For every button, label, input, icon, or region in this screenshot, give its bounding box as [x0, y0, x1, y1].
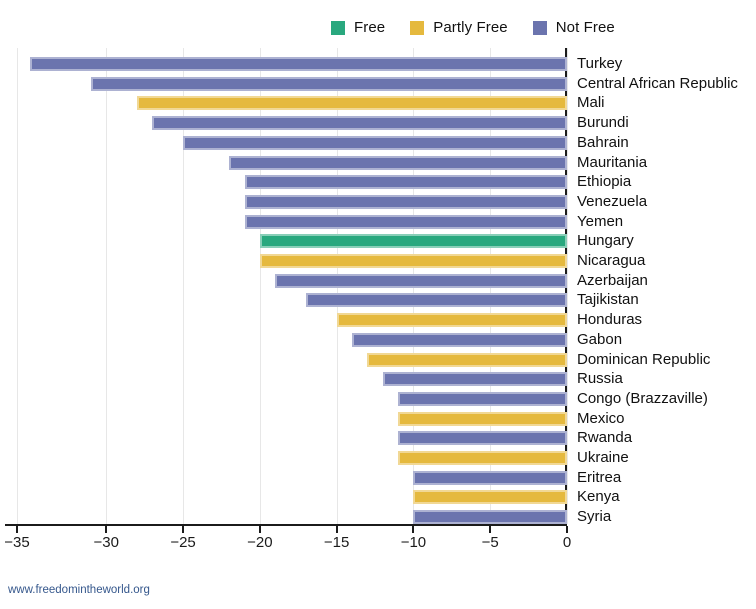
legend-swatch-not-free — [532, 20, 547, 35]
bar-nicaragua — [259, 254, 567, 268]
source-link[interactable]: www.freedomintheworld.org — [8, 584, 150, 596]
bar-venezuela — [244, 194, 567, 209]
country-label-turkey: Turkey — [577, 55, 623, 72]
axis-tick--25 — [182, 526, 185, 533]
bar-eritrea — [413, 470, 567, 485]
country-label-mauritania: Mauritania — [577, 153, 648, 171]
bar-syria — [413, 510, 567, 525]
bar-yemen — [244, 214, 567, 229]
bar-gabon — [352, 332, 567, 347]
axis-tick--15 — [335, 526, 338, 533]
gridline-0 — [567, 48, 568, 524]
country-label-ukraine: Ukraine — [577, 449, 629, 466]
legend-item-not-free: Not Free — [532, 19, 615, 36]
country-label-russia: Russia — [577, 370, 623, 388]
bar-rwanda — [398, 431, 567, 446]
gridline--30 — [106, 48, 108, 524]
bar-burundi — [152, 116, 567, 131]
legend-label: Partly Free — [433, 19, 508, 36]
legend-swatch-partly-free — [410, 20, 425, 35]
axis-tick-label--10: −10 — [400, 534, 427, 551]
axis-tick--30 — [105, 526, 108, 533]
bar-turkey — [29, 57, 567, 71]
bar-hungary — [259, 234, 567, 249]
country-label-bahrain: Bahrain — [577, 133, 629, 151]
bar-tajikistan — [305, 293, 567, 308]
country-label-tajikistan: Tajikistan — [577, 291, 639, 309]
bar-mexico — [398, 411, 567, 426]
axis-tick-label--15: −15 — [323, 534, 350, 551]
country-label-gabon: Gabon — [577, 330, 623, 348]
country-label-azerbaijan: Azerbaijan — [577, 271, 648, 289]
legend-label: Free — [354, 19, 386, 36]
country-label-kenya: Kenya — [577, 488, 620, 506]
legend-swatch-free — [331, 20, 345, 35]
country-label-eritrea: Eritrea — [577, 468, 622, 486]
country-label-honduras: Honduras — [577, 311, 643, 329]
legend-item-free: Free — [331, 19, 385, 36]
gridline--35 — [17, 48, 18, 524]
country-label-mali: Mali — [577, 94, 605, 112]
axis-tick--35 — [16, 526, 18, 533]
bar-central-african-republic — [90, 76, 567, 91]
axis-tick-0 — [566, 526, 568, 533]
axis-tick-label--20: −20 — [247, 534, 273, 551]
plot-area — [16, 48, 568, 525]
country-label-central-african-republic: Central African Republic — [577, 74, 738, 92]
bar-mali — [137, 96, 567, 111]
country-label-ethiopia: Ethiopia — [577, 173, 632, 191]
country-label-congo-brazzaville: Congo (Brazzaville) — [577, 389, 708, 407]
bar-ethiopia — [244, 175, 567, 190]
x-axis-line — [5, 524, 567, 526]
bar-ukraine — [398, 451, 567, 465]
axis-tick-label--35: −35 — [4, 534, 30, 551]
bar-russia — [382, 372, 567, 387]
bar-congo-brazzaville — [398, 391, 567, 406]
country-label-yemen: Yemen — [577, 212, 624, 230]
bar-azerbaijan — [275, 273, 567, 288]
axis-tick-label--25: −25 — [170, 534, 196, 551]
legend-label: Not Free — [555, 19, 615, 36]
bar-dominican-republic — [367, 352, 567, 367]
chart-legend: Free Partly Free Not Free — [331, 19, 615, 36]
country-label-rwanda: Rwanda — [577, 429, 633, 447]
bar-mauritania — [229, 155, 567, 170]
country-label-venezuela: Venezuela — [577, 192, 648, 210]
axis-tick--10 — [412, 526, 415, 533]
axis-tick-label--5: −5 — [481, 534, 499, 551]
axis-tick--20 — [258, 526, 261, 533]
axis-tick-label-0: 0 — [562, 534, 572, 551]
gridline--25 — [183, 48, 185, 524]
country-label-hungary: Hungary — [577, 232, 634, 250]
country-label-mexico: Mexico — [577, 409, 625, 427]
legend-item-partly-free: Partly Free — [410, 19, 508, 36]
bar-bahrain — [183, 135, 567, 150]
bar-honduras — [336, 313, 567, 328]
bar-kenya — [413, 490, 567, 505]
country-label-syria: Syria — [577, 508, 612, 526]
country-label-burundi: Burundi — [577, 114, 629, 132]
country-label-dominican-republic: Dominican Republic — [577, 350, 711, 368]
axis-tick-label--30: −30 — [93, 534, 119, 551]
country-label-nicaragua: Nicaragua — [577, 252, 646, 269]
axis-tick--5 — [489, 526, 492, 533]
gridline--20 — [259, 48, 261, 524]
